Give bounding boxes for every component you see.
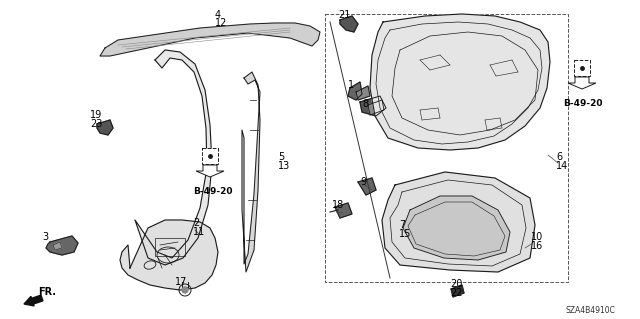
Text: B-49-20: B-49-20 [563, 99, 602, 108]
Bar [202, 148, 218, 164]
Polygon shape [370, 14, 550, 150]
Text: SZA4B4910C: SZA4B4910C [565, 306, 615, 315]
Text: 8: 8 [362, 99, 368, 109]
Polygon shape [360, 96, 386, 116]
Polygon shape [451, 285, 464, 297]
Text: FR.: FR. [38, 287, 56, 297]
Polygon shape [335, 203, 352, 218]
Text: 4: 4 [215, 10, 221, 20]
Text: 11: 11 [193, 227, 205, 237]
Polygon shape [120, 220, 218, 290]
Text: 17: 17 [175, 277, 188, 287]
Circle shape [182, 287, 188, 293]
Text: 23: 23 [90, 119, 102, 129]
Text: 14: 14 [556, 161, 568, 171]
Polygon shape [348, 82, 362, 100]
Text: 1: 1 [348, 80, 354, 90]
Text: 6: 6 [556, 152, 562, 162]
Polygon shape [135, 50, 212, 265]
Text: 20: 20 [450, 279, 462, 289]
Text: 2: 2 [193, 218, 199, 228]
Polygon shape [196, 165, 224, 177]
Bar [325, 14, 568, 282]
Text: 16: 16 [531, 241, 543, 251]
Text: 10: 10 [531, 232, 543, 242]
Polygon shape [242, 72, 260, 272]
FancyArrow shape [24, 295, 43, 306]
Text: B-49-20: B-49-20 [193, 187, 232, 196]
Polygon shape [46, 236, 78, 255]
Text: 13: 13 [278, 161, 291, 171]
Text: 7: 7 [399, 220, 405, 230]
Polygon shape [382, 172, 535, 272]
Text: 3: 3 [42, 232, 48, 242]
Polygon shape [340, 16, 358, 32]
Text: 5: 5 [278, 152, 284, 162]
Text: 21: 21 [338, 10, 350, 20]
Polygon shape [356, 86, 370, 100]
Polygon shape [358, 178, 376, 195]
Polygon shape [97, 120, 113, 135]
Text: 19: 19 [90, 110, 102, 120]
Text: 9: 9 [360, 177, 366, 187]
Bar [574, 60, 590, 76]
Polygon shape [368, 100, 384, 115]
Polygon shape [403, 196, 510, 260]
Polygon shape [53, 242, 62, 250]
Text: 22: 22 [450, 288, 463, 298]
Text: 12: 12 [215, 18, 227, 28]
Bar [155, 238, 185, 256]
Text: 15: 15 [399, 229, 412, 239]
Polygon shape [100, 23, 320, 56]
Polygon shape [568, 77, 596, 89]
Text: 18: 18 [332, 200, 344, 210]
